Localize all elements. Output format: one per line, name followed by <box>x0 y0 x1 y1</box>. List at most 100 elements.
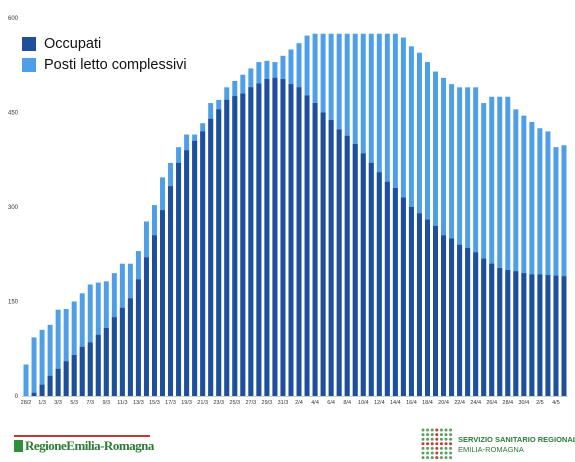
bar-occupati <box>529 274 535 396</box>
bar-posti-letto <box>529 121 535 396</box>
bar-occupati <box>143 257 149 396</box>
bar-posti-letto <box>87 284 93 396</box>
bar-occupati <box>111 317 117 396</box>
bar-posti-letto <box>545 131 551 396</box>
logo-dot <box>421 446 425 450</box>
logo-dot <box>430 437 434 441</box>
legend-item-posti: Posti letto complessivi <box>22 55 187 74</box>
bar-occupati <box>513 271 519 396</box>
bar-posti-letto <box>457 87 463 397</box>
bar-posti-letto <box>521 115 527 397</box>
logo-dot <box>421 451 425 455</box>
bar-occupati <box>232 96 238 397</box>
y-tick-label: 600 <box>8 16 19 22</box>
logo-dot <box>439 428 443 432</box>
bar-posti-letto <box>497 96 503 396</box>
bar-occupati <box>336 129 342 396</box>
bar-occupati <box>505 270 511 396</box>
bar-occupati <box>304 95 310 397</box>
bar-occupati <box>63 361 69 396</box>
x-tick-label: 2/4 <box>295 400 303 406</box>
bar-occupati <box>473 252 479 396</box>
logo-dot <box>421 428 425 432</box>
x-tick-label: 28/2 <box>21 400 32 406</box>
logo-dot <box>426 437 430 441</box>
logo-dot <box>430 446 434 450</box>
x-tick-label: 5/3 <box>70 400 78 406</box>
logo-dot <box>430 456 434 460</box>
ssr-line1: SERVIZIO SANITARIO REGIONALE <box>458 435 575 444</box>
bar-occupati <box>192 140 198 396</box>
bar-occupati <box>433 225 439 396</box>
bar-occupati <box>87 342 93 396</box>
y-tick-label: 150 <box>8 300 19 306</box>
bar-occupati <box>160 210 166 396</box>
x-tick-label: 23/3 <box>213 400 224 406</box>
logo-flag-icon <box>14 440 23 452</box>
logo-dot <box>421 437 425 441</box>
x-tick-label: 13/3 <box>133 400 144 406</box>
logo-dot <box>439 456 443 460</box>
bar-occupati <box>55 368 61 396</box>
x-tick-label: 4/4 <box>311 400 319 406</box>
regione-emilia-romagna-logo: RegioneEmilia-Romagna <box>14 434 154 456</box>
logo-dot <box>426 446 430 450</box>
bar-occupati <box>376 172 382 396</box>
x-tick-label: 24/4 <box>470 400 481 406</box>
logo-dot <box>435 428 439 432</box>
bar-occupati <box>416 213 422 396</box>
legend-label-posti: Posti letto complessivi <box>44 56 187 73</box>
x-tick-label: 15/3 <box>149 400 160 406</box>
bar-occupati <box>95 334 101 396</box>
logo-dot <box>439 446 443 450</box>
y-tick-label: 300 <box>8 205 19 211</box>
bar-posti-letto <box>63 309 69 396</box>
servizio-sanitario-logo: SERVIZIO SANITARIO REGIONALE EMILIA-ROMA… <box>420 427 575 461</box>
bar-occupati <box>264 79 270 397</box>
x-tick-label: 27/3 <box>245 400 256 406</box>
bar-posti-letto <box>31 337 37 396</box>
bar-occupati <box>537 274 543 396</box>
y-tick-label: 0 <box>15 394 19 400</box>
bar-occupati <box>352 144 358 396</box>
bar-posti-letto <box>39 329 45 396</box>
x-tick-label: 31/3 <box>278 400 289 406</box>
logo-dot <box>449 446 453 450</box>
x-tick-label: 11/3 <box>117 400 127 406</box>
bar-posti-letto <box>505 96 511 396</box>
logo-dot <box>426 433 430 437</box>
bar-posti-letto <box>513 109 519 396</box>
bar-occupati <box>312 103 318 397</box>
bar-occupati <box>256 83 262 397</box>
bar-occupati <box>79 346 85 396</box>
x-tick-label: 20/4 <box>438 400 449 406</box>
x-tick-label: 19/3 <box>181 400 192 406</box>
bar-occupati <box>224 99 230 397</box>
bar-occupati <box>392 188 398 396</box>
logo-dot <box>435 456 439 460</box>
logo-dot <box>449 456 453 460</box>
bar-occupati <box>39 384 45 396</box>
logo-dot <box>444 451 448 455</box>
bar-posti-letto <box>23 364 29 396</box>
bar-occupati <box>280 79 286 397</box>
bar-occupati <box>208 118 214 397</box>
logo-dot <box>449 442 453 446</box>
x-tick-label: 21/3 <box>197 400 208 406</box>
logo-dot <box>444 437 448 441</box>
logo-rule <box>14 435 150 437</box>
logo-dot <box>421 442 425 446</box>
bar-occupati <box>553 275 559 396</box>
bar-occupati <box>200 131 206 396</box>
chart-legend: Occupati Posti letto complessivi <box>22 34 187 76</box>
logo-dot <box>449 437 453 441</box>
logo-dot <box>439 442 443 446</box>
y-tick-label: 450 <box>8 111 19 117</box>
bar-occupati <box>176 162 182 396</box>
logo-dot <box>435 446 439 450</box>
bar-occupati <box>449 238 455 396</box>
logo-dot <box>439 437 443 441</box>
legend-swatch-occupati <box>22 36 36 51</box>
legend-label-occupati: Occupati <box>44 35 102 52</box>
bar-posti-letto <box>553 147 559 396</box>
